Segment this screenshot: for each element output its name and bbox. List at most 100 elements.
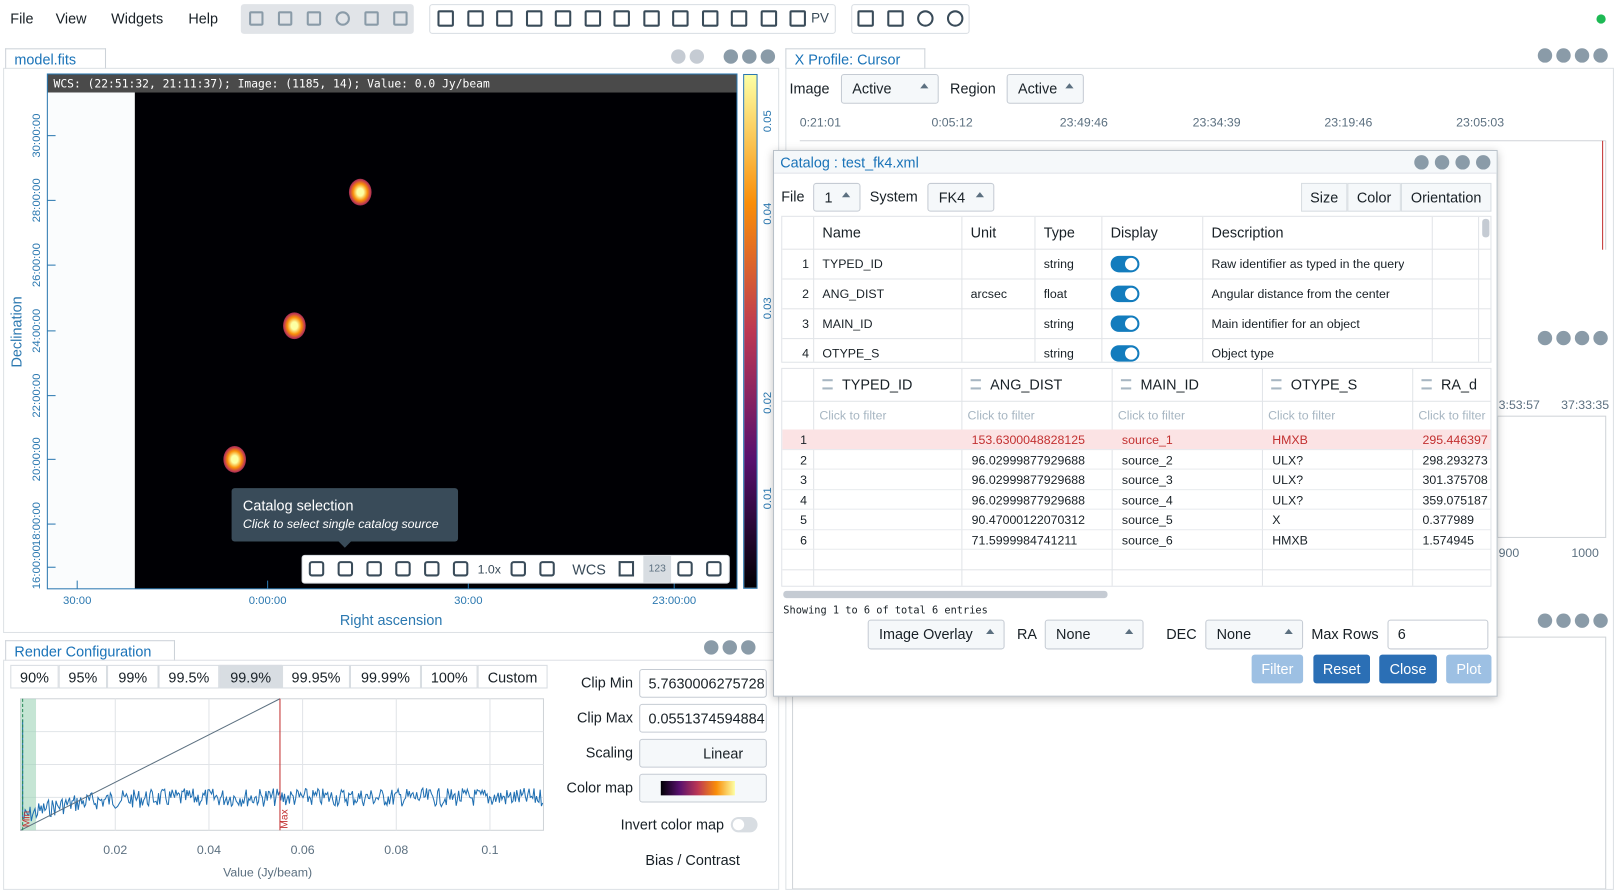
tool-icon[interactable]	[789, 10, 806, 27]
tool-icon[interactable]	[760, 10, 777, 27]
column-header[interactable]: MAIN_ID	[1140, 376, 1199, 393]
tool-icon[interactable]	[701, 10, 718, 27]
panel-icon[interactable]	[1556, 48, 1571, 63]
panel-tab[interactable]: X Profile: Cursor	[785, 48, 926, 69]
select[interactable]: None	[1044, 619, 1144, 650]
tool-icon[interactable]	[393, 11, 408, 26]
select[interactable]: Active	[840, 73, 939, 104]
clip-preset[interactable]: 100%	[420, 664, 478, 689]
table-row[interactable]	[782, 429, 1491, 450]
tool-icon[interactable]	[424, 561, 440, 577]
tool-icon[interactable]	[308, 561, 325, 577]
tool-button[interactable]: 123	[643, 555, 672, 583]
tool-icon[interactable]	[672, 10, 689, 27]
tool-icon[interactable]	[618, 561, 635, 577]
dialog-icon[interactable]	[1434, 155, 1450, 170]
filter-input[interactable]: Click to filter	[1418, 407, 1486, 423]
display-toggle[interactable]	[1110, 285, 1140, 303]
tool-icon[interactable]	[510, 561, 526, 577]
panel-icon[interactable]	[1593, 330, 1608, 346]
max-rows-input[interactable]: 6	[1387, 619, 1489, 650]
tool-icon[interactable]	[452, 561, 469, 577]
action-button[interactable]: Close	[1379, 654, 1437, 684]
tool-icon[interactable]	[335, 11, 350, 26]
clip-preset[interactable]: 99.9%	[219, 664, 283, 689]
panel-icon[interactable]	[1537, 48, 1553, 63]
tool-icon[interactable]	[366, 561, 382, 577]
filter-input[interactable]: Click to filter	[967, 407, 1035, 423]
select[interactable]: Image Overlay	[867, 619, 1005, 650]
tool-icon[interactable]	[306, 11, 322, 26]
display-toggle[interactable]	[1110, 315, 1140, 332]
action-button[interactable]: Plot	[1446, 654, 1492, 684]
tool-icon[interactable]	[525, 10, 542, 27]
select[interactable]: FK4	[927, 182, 995, 212]
column-header[interactable]: RA_d	[1441, 376, 1478, 393]
column-header[interactable]: TYPED_ID	[841, 376, 913, 393]
tool-icon[interactable]	[337, 561, 354, 577]
clip-preset[interactable]: 99%	[107, 664, 159, 689]
dialog-icon[interactable]	[1455, 155, 1470, 170]
field-input[interactable]: 0.0551374594884	[639, 703, 767, 733]
table-row[interactable]	[782, 470, 1491, 490]
filter-input[interactable]: Click to filter	[819, 407, 887, 423]
tool-icon[interactable]	[364, 11, 379, 26]
panel-icon[interactable]	[722, 640, 737, 655]
panel-icon[interactable]	[760, 49, 776, 64]
panel-icon[interactable]	[742, 49, 757, 64]
tool-icon[interactable]	[539, 561, 555, 577]
select[interactable]: 1	[813, 182, 861, 212]
panel-tab[interactable]: Render Configuration	[5, 640, 175, 661]
select[interactable]: Active	[1006, 73, 1084, 104]
menu-item[interactable]: Help	[188, 10, 219, 27]
table-row[interactable]	[782, 490, 1491, 510]
panel-icon[interactable]	[1556, 613, 1571, 628]
panel-icon[interactable]	[1574, 330, 1590, 346]
table-row[interactable]	[782, 510, 1491, 530]
action-button[interactable]: Filter	[1251, 654, 1304, 684]
select[interactable]: None	[1205, 619, 1304, 650]
column-header[interactable]: OTYPE_S	[1290, 376, 1358, 393]
column-header[interactable]: ANG_DIST	[990, 376, 1063, 393]
tool-icon[interactable]	[917, 10, 934, 27]
tool-icon[interactable]	[887, 10, 904, 27]
tool-button[interactable]: PV	[811, 10, 829, 26]
tool-icon[interactable]	[730, 10, 748, 27]
panel-icon[interactable]	[704, 640, 719, 655]
panel-icon[interactable]	[1574, 613, 1590, 628]
filter-input[interactable]: Click to filter	[1117, 407, 1186, 423]
panel-icon[interactable]	[1574, 48, 1590, 63]
field-input[interactable]: Linear	[639, 738, 767, 768]
tool-icon[interactable]	[395, 561, 411, 577]
panel-icon[interactable]	[1593, 613, 1608, 628]
tool-icon[interactable]	[277, 11, 293, 26]
panel-icon[interactable]	[1593, 48, 1608, 63]
tool-icon[interactable]	[642, 10, 660, 27]
clip-preset[interactable]: 99.95%	[282, 664, 350, 689]
panel-icon[interactable]	[1537, 613, 1553, 628]
tool-icon[interactable]	[554, 10, 572, 27]
tool-button[interactable]: 1.0x	[477, 562, 501, 577]
display-toggle[interactable]	[1110, 255, 1140, 273]
tool-icon[interactable]	[496, 10, 513, 27]
table-row[interactable]	[782, 450, 1491, 470]
dialog-icon[interactable]	[1476, 155, 1491, 170]
tool-icon[interactable]	[857, 10, 874, 27]
style-button[interactable]: Color	[1347, 182, 1401, 212]
action-button[interactable]: Reset	[1313, 654, 1370, 684]
dialog-icon[interactable]	[1414, 155, 1429, 170]
tool-icon[interactable]	[466, 10, 484, 27]
clip-preset[interactable]: 90%	[10, 664, 59, 689]
panel-icon[interactable]	[741, 640, 756, 655]
clip-preset[interactable]: 95%	[58, 664, 108, 689]
tool-icon[interactable]	[946, 10, 964, 27]
section-toggle[interactable]: Bias / Contrast	[645, 851, 740, 869]
field-input[interactable]	[639, 773, 767, 803]
clip-preset[interactable]: Custom	[477, 664, 548, 689]
panel-icon[interactable]	[1537, 330, 1553, 346]
style-button[interactable]: Size	[1301, 182, 1348, 212]
panel-icon[interactable]	[689, 49, 705, 64]
tool-icon[interactable]	[706, 561, 722, 577]
panel-icon[interactable]	[671, 49, 686, 64]
tool-icon[interactable]	[249, 11, 264, 26]
